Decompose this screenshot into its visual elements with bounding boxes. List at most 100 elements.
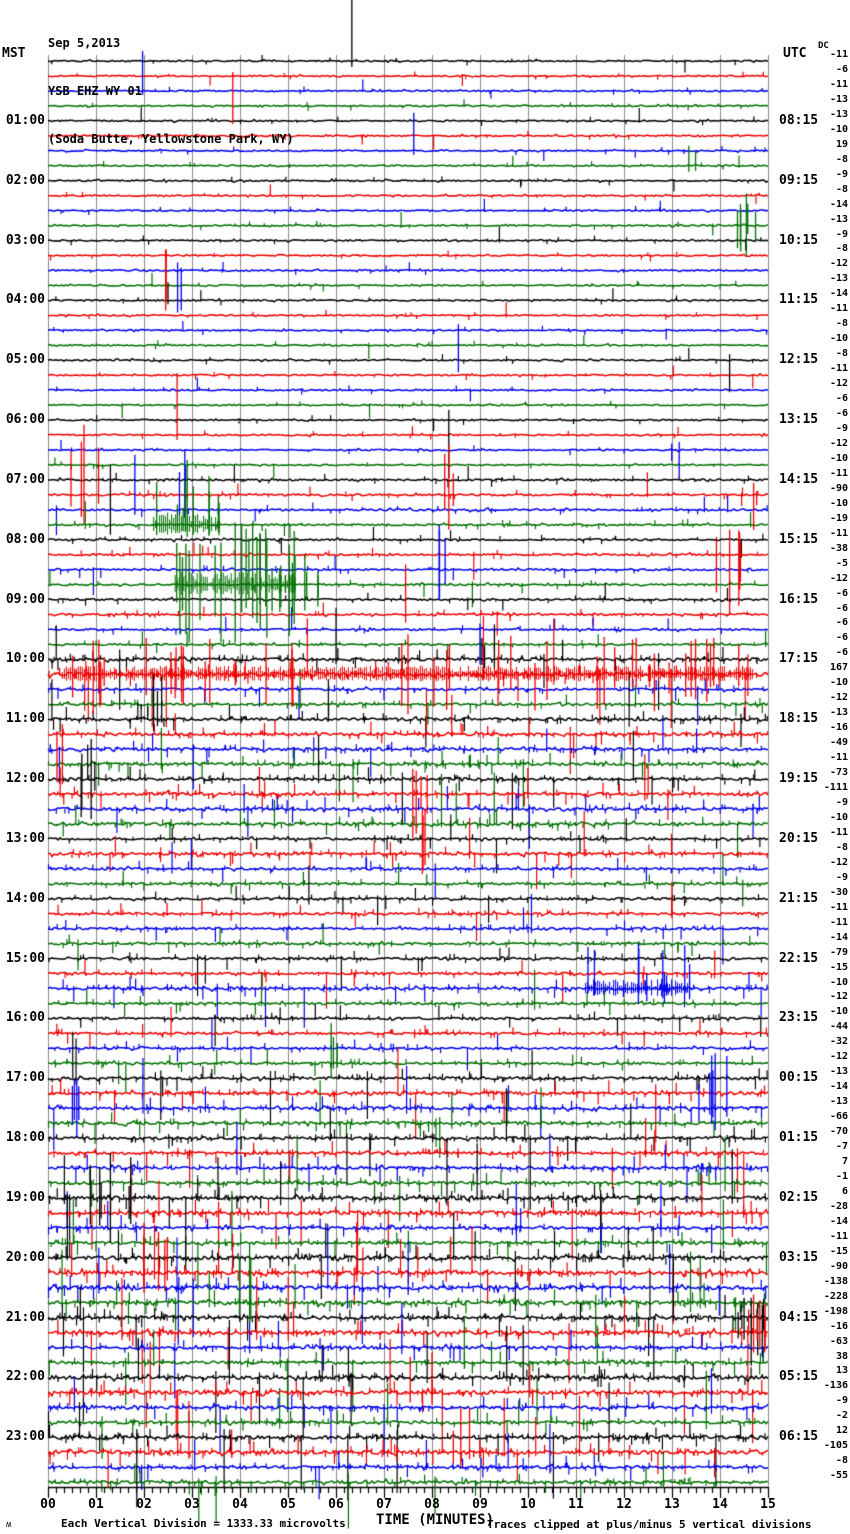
utc-hour-label: 09:15 <box>779 172 819 188</box>
dc-offset-value: -11 <box>829 78 848 90</box>
x-axis-tick-label: 11 <box>568 1497 584 1512</box>
clip-note: Traces clipped at plus/minus 5 vertical … <box>487 1518 812 1531</box>
dc-offset-value: -16 <box>829 1320 848 1332</box>
mst-hour-label: 09:00 <box>5 591 45 607</box>
x-axis-tick-label: 04 <box>232 1497 248 1512</box>
dc-offset-value: -11 <box>829 49 848 60</box>
mst-hour-label: 19:00 <box>5 1189 45 1205</box>
dc-offset-value: -11 <box>829 826 848 838</box>
dc-offset-value: 167 <box>829 662 848 674</box>
dc-offset-value: -14 <box>829 931 848 943</box>
dc-offset-value: -13 <box>829 108 848 120</box>
dc-offset-value: -13 <box>829 707 848 719</box>
header-station: YSB EHZ WY 01 <box>48 84 142 98</box>
dc-offset-value: -14 <box>829 288 848 300</box>
x-axis-tick-label: 09 <box>472 1497 488 1512</box>
mst-hour-label: 07:00 <box>5 471 45 487</box>
utc-hour-label: 19:15 <box>779 771 819 787</box>
dc-offset-value: -11 <box>829 752 848 764</box>
dc-offset-value: -55 <box>829 1470 848 1482</box>
x-axis-tick-label: 08 <box>424 1497 440 1512</box>
mst-hour-label: 06:00 <box>5 412 45 428</box>
x-axis-tick-label: 06 <box>328 1497 344 1512</box>
utc-hour-label: 12:15 <box>779 352 819 368</box>
right-timezone-label: UTC <box>783 46 807 61</box>
dc-offset-value: -79 <box>829 946 848 958</box>
dc-offset-value: -10 <box>829 976 848 988</box>
dc-offset-value: -9 <box>835 228 848 240</box>
x-axis-tick-label: 14 <box>712 1497 728 1512</box>
dc-offset-value: -6 <box>835 393 848 405</box>
utc-hour-label: 03:15 <box>779 1249 819 1265</box>
dc-offset-value: -111 <box>823 782 848 794</box>
dc-offset-value: -28 <box>829 1200 848 1212</box>
dc-offset-value: -13 <box>829 213 848 225</box>
dc-offset-value: -11 <box>829 467 848 479</box>
mst-hour-label: 03:00 <box>5 232 45 248</box>
dc-offset-value: -8 <box>835 318 848 330</box>
dc-offset-value: -13 <box>829 273 848 285</box>
utc-hour-label: 15:15 <box>779 531 819 547</box>
dc-offset-value: -10 <box>829 811 848 823</box>
dc-offset-value: -6 <box>835 587 848 599</box>
header-block: Sep 5,2013 YSB EHZ WY 01 (Soda Butte, Ye… <box>48 3 294 163</box>
dc-offset-value: -1 <box>835 1171 848 1182</box>
mst-hour-label: 13:00 <box>5 830 45 846</box>
dc-offset-value: 19 <box>835 138 848 150</box>
mst-hour-label: 23:00 <box>5 1429 45 1445</box>
dc-offset-value: -13 <box>829 93 848 105</box>
dc-offset-value: -10 <box>829 677 848 689</box>
dc-offset-value: -30 <box>829 886 848 898</box>
dc-offset-value: -9 <box>835 423 848 434</box>
dc-offset-value: -12 <box>829 1051 848 1063</box>
dc-offset-value: -90 <box>829 1260 848 1272</box>
dc-offset-value: -10 <box>829 1006 848 1018</box>
dc-offset-value: 6 <box>841 1185 848 1197</box>
dc-offset-value: -6 <box>835 602 848 614</box>
dc-offset-value: -8 <box>835 348 848 360</box>
dc-offset-value: -63 <box>829 1335 848 1347</box>
x-axis-tick-label: 07 <box>376 1497 392 1512</box>
dc-offset-value: 38 <box>835 1350 848 1362</box>
dc-offset-value: -14 <box>829 198 848 210</box>
utc-hour-label: 08:15 <box>779 112 819 128</box>
dc-offset-value: -15 <box>829 961 848 973</box>
dc-offset-value: -198 <box>823 1305 848 1317</box>
dc-offset-value: -6 <box>835 63 848 75</box>
dc-offset-value: -228 <box>823 1290 848 1302</box>
dc-offset-value: -12 <box>829 258 848 270</box>
dc-offset-value: -44 <box>829 1021 848 1033</box>
dc-offset-value: -136 <box>823 1380 848 1392</box>
dc-offset-value: -11 <box>829 901 848 913</box>
left-timezone-label: MST <box>2 46 26 61</box>
dc-offset-value: -16 <box>829 722 848 734</box>
dc-offset-value: -70 <box>829 1126 848 1138</box>
dc-offset-value: -5 <box>835 557 848 569</box>
dc-offset-value: -11 <box>829 1230 848 1242</box>
utc-hour-label: 02:15 <box>779 1189 819 1205</box>
mst-hour-label: 05:00 <box>5 352 45 368</box>
dc-offset-value: -32 <box>829 1036 848 1048</box>
dc-offset-value: -2 <box>835 1410 848 1422</box>
dc-offset-value: -8 <box>835 153 848 165</box>
dc-offset-value: -9 <box>835 797 848 808</box>
mst-hour-label: 10:00 <box>5 651 45 667</box>
x-axis-tick-label: 05 <box>280 1497 296 1512</box>
dc-offset-value: -8 <box>835 243 848 255</box>
dc-offset-value: -105 <box>823 1440 848 1452</box>
dc-offset-value: -12 <box>829 692 848 704</box>
dc-offset-value: -10 <box>829 452 848 464</box>
mst-hour-label: 11:00 <box>5 711 45 727</box>
utc-hour-label: 23:15 <box>779 1010 819 1026</box>
mst-hour-label: 21:00 <box>5 1309 45 1325</box>
dc-offset-header-label: DC <box>818 41 829 51</box>
utc-hour-label: 04:15 <box>779 1309 819 1325</box>
scale-note: Each Vertical Division = 1333.33 microvo… <box>61 1517 346 1530</box>
dc-offset-value: -10 <box>829 123 848 135</box>
mst-hour-label: 22:00 <box>5 1369 45 1385</box>
dc-offset-value: -8 <box>835 183 848 195</box>
dc-offset-value: -12 <box>829 378 848 390</box>
dc-offset-value: -19 <box>829 512 848 524</box>
dc-offset-value: -49 <box>829 737 848 749</box>
dc-offset-value: -6 <box>835 617 848 629</box>
